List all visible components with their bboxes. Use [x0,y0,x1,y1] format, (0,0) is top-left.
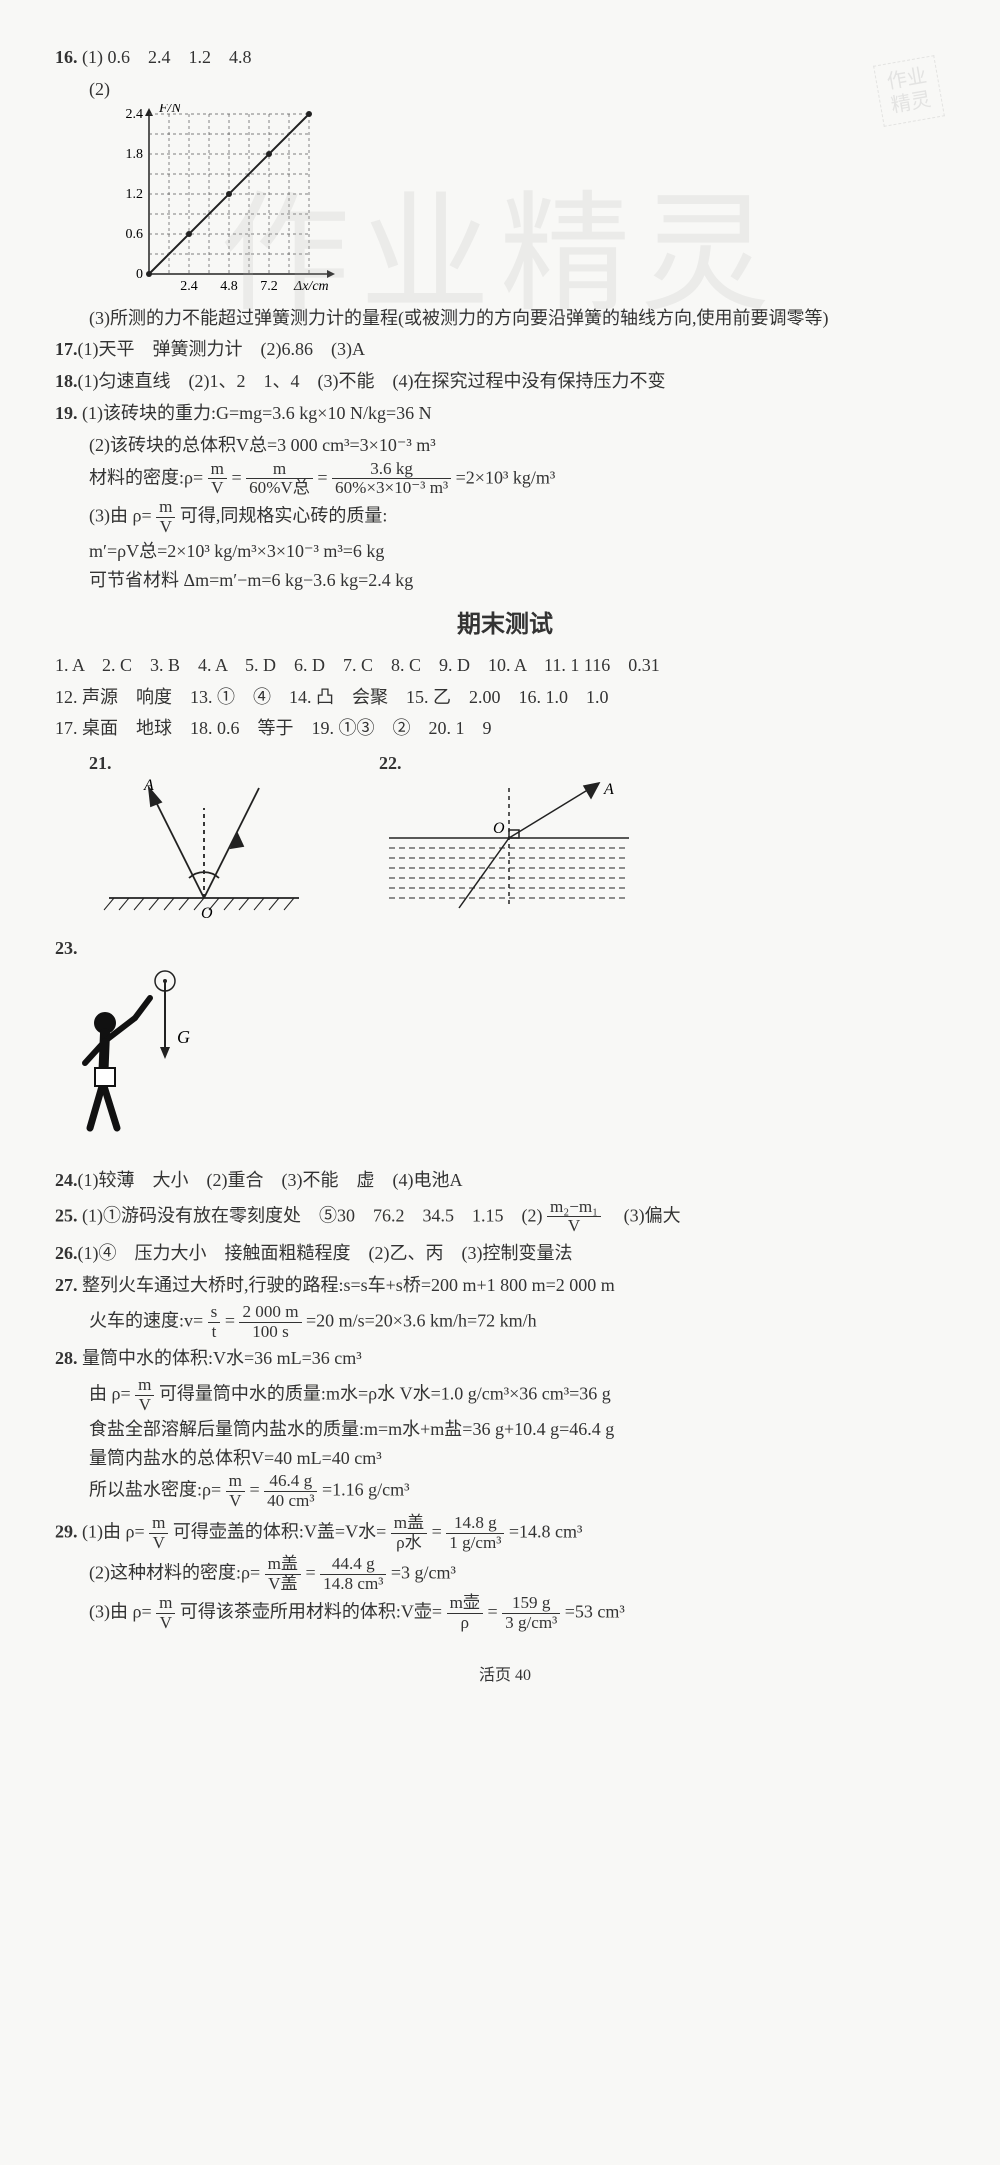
q28-l5: 所以盐水密度:ρ= mV = 46.4 g40 cm³ =1.16 g/cm³ [89,1472,955,1511]
q24-num: 24. [55,1170,78,1190]
q16-p2: (2) [89,75,955,304]
q25-num: 25. [55,1205,78,1225]
svg-text:1.2: 1.2 [126,187,144,202]
frac: 159 g3 g/cm³ [502,1594,560,1633]
q26-num: 26. [55,1243,78,1263]
q16: 16. (1) 0.6 2.4 1.2 4.8 [55,43,955,72]
q21-diagram: A O [89,778,319,928]
q28-num: 28. [55,1348,78,1368]
q16-p1-label: (1) [82,47,103,67]
footer: 活页 40 [55,1663,955,1689]
frac: m盖ρ水 [391,1514,427,1553]
q21-num: 21. [89,753,112,773]
mc-row1: 1. A 2. C 3. B 4. A 5. D 6. D 7. C 8. C … [55,651,955,680]
mc-row2: 12. 声源 响度 13. ① ④ 14. 凸 会聚 15. 乙 2.00 16… [55,683,955,712]
svg-text:A: A [603,781,614,798]
stamp-l2: 精灵 [889,89,932,118]
q28: 28. 量筒中水的体积:V水=36 mL=36 cm³ [55,1344,955,1373]
svg-text:O: O [201,905,213,922]
q22: 22. A O [379,749,639,928]
q27: 27. 整列火车通过大桥时,行驶的路程:s=s车+s桥=200 m+1 800 … [55,1271,955,1300]
q23: 23. G [55,934,955,1163]
q24: 24.(1)较薄 大小 (2)重合 (3)不能 虚 (4)电池A [55,1166,955,1195]
q17-text: (1)天平 弹簧测力计 (2)6.86 (3)A [78,339,365,359]
q19-l3a: 材料的密度:ρ= [89,467,203,487]
q29-l2: (2)这种材料的密度:ρ= m盖V盖 = 44.4 g14.8 cm³ =3 g… [89,1555,955,1594]
frac: 2 000 m100 s [239,1303,301,1342]
q16-chart: 2.4 1.8 1.2 0.6 0 2.4 4.8 7.2 F/N Δx/cm [89,104,349,304]
svg-text:O: O [493,820,505,837]
q18: 18.(1)匀速直线 (2)1、2 1、4 (3)不能 (4)在探究过程中没有保… [55,367,955,396]
q16-p2-label: (2) [89,79,110,99]
q19-l4: (3)由 ρ= mV 可得,同规格实心砖的质量: [89,498,955,537]
q27-l2: 火车的速度:v= st = 2 000 m100 s =20 m/s=20×3.… [89,1303,955,1342]
q16-num: 16. [55,47,78,67]
q16-p1-vals: 0.6 2.4 1.2 4.8 [108,47,252,67]
q28-l4: 量筒内盐水的总体积V=40 mL=40 cm³ [89,1444,955,1473]
svg-text:4.8: 4.8 [220,279,238,294]
frac: mV [156,498,175,537]
frac: st [208,1303,221,1342]
mc-row3: 17. 桌面 地球 18. 0.6 等于 19. ①③ ② 20. 1 9 [55,714,955,743]
frac: mV [208,460,227,499]
svg-text:Δx/cm: Δx/cm [293,279,329,294]
q19-l5: m′=ρV总=2×10³ kg/m³×3×10⁻³ m³=6 kg [89,537,955,566]
q23-num: 23. [55,938,78,958]
q19-l2: (2)该砖块的总体积V总=3 000 cm³=3×10⁻³ m³ [89,431,955,460]
svg-text:2.4: 2.4 [126,107,144,122]
q23-diagram: G [55,963,235,1163]
section-title: 期末测试 [55,606,955,644]
q25: 25. (1)①游码没有放在零刻度处 ⑤30 76.2 34.5 1.15 (2… [55,1198,955,1237]
q28-l1: 量筒中水的体积:V水=36 mL=36 cm³ [82,1348,362,1368]
q21: 21. A [89,749,319,928]
svg-text:2.4: 2.4 [180,279,198,294]
q24-text: (1)较薄 大小 (2)重合 (3)不能 虚 (4)电池A [78,1170,463,1190]
svg-text:G: G [177,1027,190,1047]
svg-text:1.8: 1.8 [126,147,144,162]
top-stamp: 作业 精灵 [873,55,945,127]
q26: 26.(1)④ 压力大小 接触面粗糙程度 (2)乙、丙 (3)控制变量法 [55,1239,955,1268]
frac: m盖V盖 [265,1555,301,1594]
svg-text:F/N: F/N [158,104,181,116]
q27-l1: 整列火车通过大桥时,行驶的路程:s=s车+s桥=200 m+1 800 m=2 … [82,1275,615,1295]
q18-num: 18. [55,371,78,391]
svg-text:0.6: 0.6 [126,227,144,242]
q19-l1: (1)该砖块的重力:G=mg=3.6 kg×10 N/kg=36 N [82,403,432,423]
frac: m₂−m₁V [547,1198,601,1237]
q28-l2: 由 ρ= mV 可得量筒中水的质量:m水=ρ水 V水=1.0 g/cm³×36 … [89,1376,955,1415]
q29: 29. (1)由 ρ= mV 可得壶盖的体积:V盖=V水= m盖ρ水 = 14.… [55,1514,955,1553]
q26-text: (1)④ 压力大小 接触面粗糙程度 (2)乙、丙 (3)控制变量法 [78,1243,573,1263]
frac: m壶ρ [447,1594,483,1633]
svg-text:0: 0 [136,267,143,282]
frac: 44.4 g14.8 cm³ [320,1555,386,1594]
frac: mV [149,1514,168,1553]
q18-text: (1)匀速直线 (2)1、2 1、4 (3)不能 (4)在探究过程中没有保持压力… [78,371,666,391]
q19-l6: 可节省材料 Δm=m′−m=6 kg−3.6 kg=2.4 kg [89,566,955,595]
q19-num: 19. [55,403,78,423]
frac: 14.8 g1 g/cm³ [446,1514,504,1553]
q19: 19. (1)该砖块的重力:G=mg=3.6 kg×10 N/kg=36 N [55,399,955,428]
frac: 46.4 g40 cm³ [264,1472,317,1511]
q16-p3: (3)所测的力不能超过弹簧测力计的量程(或被测力的方向要沿弹簧的轴线方向,使用前… [89,304,955,333]
q17-num: 17. [55,339,78,359]
q17: 17.(1)天平 弹簧测力计 (2)6.86 (3)A [55,335,955,364]
svg-text:7.2: 7.2 [260,279,278,294]
frac: m60%V总 [246,460,313,499]
q29-l3: (3)由 ρ= mV 可得该茶壶所用材料的体积:V壶= m壶ρ = 159 g3… [89,1594,955,1633]
frac: mV [135,1376,154,1415]
frac: mV [226,1472,245,1511]
q19-l3: 材料的密度:ρ= mV = m60%V总 = 3.6 kg60%×3×10⁻³ … [89,460,955,499]
q28-l3: 食盐全部溶解后量筒内盐水的质量:m=m水+m盐=36 g+10.4 g=46.4… [89,1415,955,1444]
q29-num: 29. [55,1521,78,1541]
q27-num: 27. [55,1275,78,1295]
q22-num: 22. [379,753,402,773]
q22-diagram: A O [379,778,639,928]
svg-text:A: A [143,778,154,794]
frac: mV [156,1594,175,1633]
frac: 3.6 kg60%×3×10⁻³ m³ [332,460,451,499]
